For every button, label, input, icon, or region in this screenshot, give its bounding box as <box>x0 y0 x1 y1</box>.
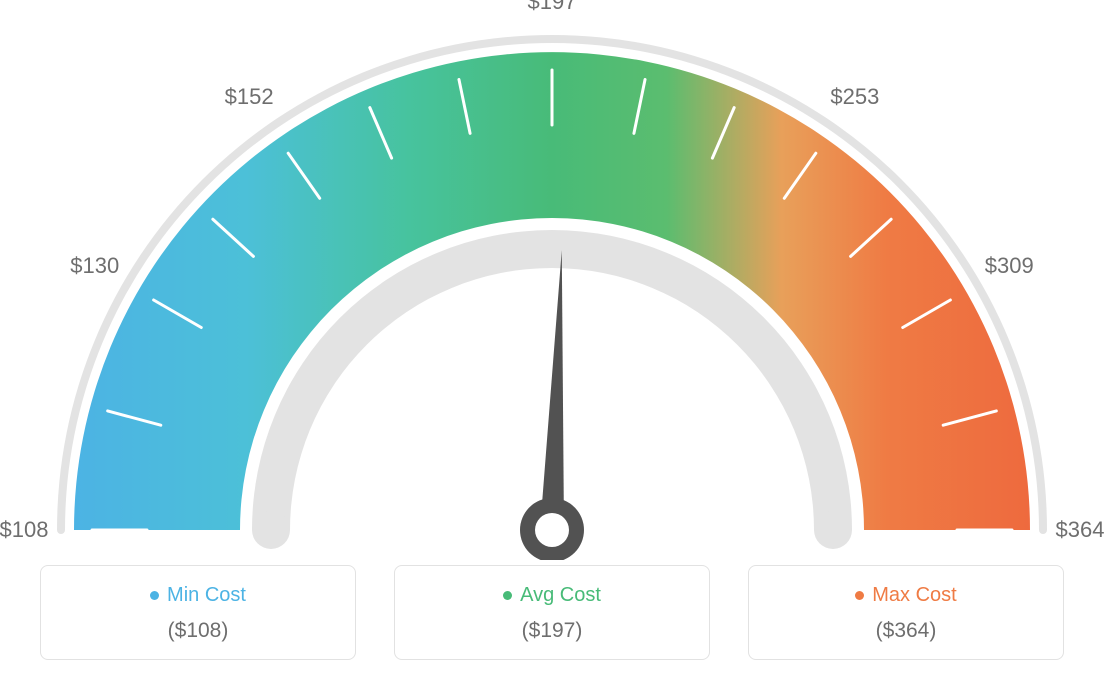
gauge-scale-label: $152 <box>225 84 274 110</box>
legend-dot-avg <box>503 591 512 600</box>
gauge-chart: $108 $130 $152 $197 $253 $309 $364 <box>0 0 1104 560</box>
legend-dot-min <box>150 591 159 600</box>
legend-label-min: Min Cost <box>167 584 246 607</box>
legend-title-min: Min Cost <box>150 584 246 607</box>
legend-label-avg: Avg Cost <box>520 584 601 607</box>
legend-card-max: Max Cost ($364) <box>748 565 1064 660</box>
gauge-scale-label: $197 <box>528 0 577 15</box>
legend-label-max: Max Cost <box>872 584 956 607</box>
legend-card-avg: Avg Cost ($197) <box>394 565 710 660</box>
legend-value-avg: ($197) <box>405 619 699 643</box>
gauge-scale-label: $108 <box>0 517 48 543</box>
legend-title-max: Max Cost <box>855 584 956 607</box>
legend-card-min: Min Cost ($108) <box>40 565 356 660</box>
gauge-scale-label: $364 <box>1056 517 1104 543</box>
gauge-scale-label: $309 <box>985 253 1034 279</box>
legend-row: Min Cost ($108) Avg Cost ($197) Max Cost… <box>0 565 1104 660</box>
legend-dot-max <box>855 591 864 600</box>
legend-value-max: ($364) <box>759 619 1053 643</box>
gauge-svg <box>0 0 1104 560</box>
legend-value-min: ($108) <box>51 619 345 643</box>
gauge-scale-label: $253 <box>830 84 879 110</box>
legend-title-avg: Avg Cost <box>503 584 601 607</box>
gauge-scale-label: $130 <box>70 253 119 279</box>
chart-container: $108 $130 $152 $197 $253 $309 $364 Min Cost ($… <box>0 0 1104 690</box>
